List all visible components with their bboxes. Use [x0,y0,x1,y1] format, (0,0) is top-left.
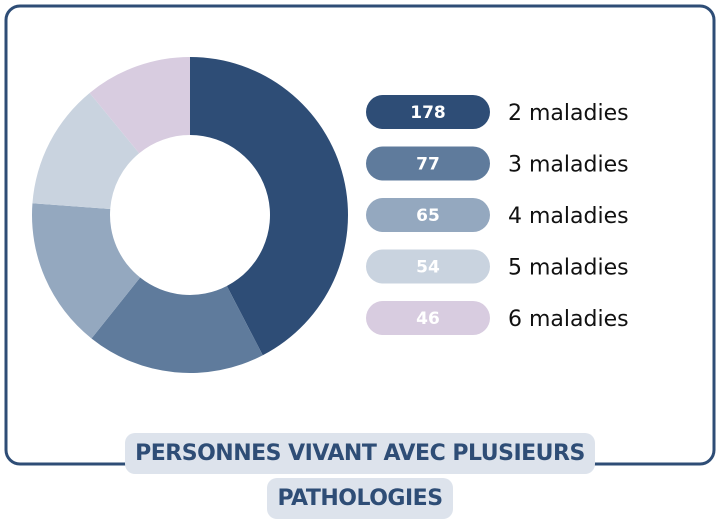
legend-pill [366,198,490,232]
slice [190,57,348,356]
legend-label: 5 maladies [508,256,629,281]
value-label: 65 [416,206,440,226]
legend-label: 3 maladies [508,153,629,178]
legend-label: 2 maladies [508,101,629,126]
value-label: 178 [410,103,446,123]
value-label: 54 [416,258,440,278]
value-label: 77 [416,155,440,175]
legend-pill [366,249,490,284]
slice [91,277,263,374]
legend-pill [366,95,490,129]
slice [32,92,140,210]
legend-pill [366,146,490,181]
slice [89,57,190,154]
chart-title: PERSONNES VIVANT AVEC PLUSIEURS PATHOLOG… [125,433,595,519]
slice [31,203,141,339]
legend-label: 6 maladies [508,307,629,332]
legend-label: 4 maladies [508,204,629,229]
value-label: 46 [416,309,440,329]
title-box: PERSONNES VIVANT AVEC PLUSIEURS PATHOLOG… [60,432,660,522]
legend-pill [366,301,490,335]
